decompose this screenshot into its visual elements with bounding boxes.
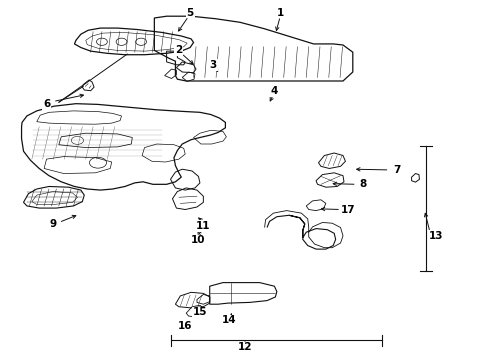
Text: 12: 12 xyxy=(238,342,252,352)
Text: 7: 7 xyxy=(393,165,401,175)
Text: 10: 10 xyxy=(191,235,206,246)
Text: 11: 11 xyxy=(196,221,211,231)
Text: 6: 6 xyxy=(43,99,50,109)
Text: 17: 17 xyxy=(341,204,355,215)
Text: 9: 9 xyxy=(49,219,56,229)
Text: 1: 1 xyxy=(277,8,284,18)
Text: 4: 4 xyxy=(270,86,278,96)
Text: 5: 5 xyxy=(187,8,194,18)
Text: 15: 15 xyxy=(193,307,207,318)
Text: 3: 3 xyxy=(210,60,217,70)
Text: 16: 16 xyxy=(178,321,193,331)
Text: 2: 2 xyxy=(175,45,182,55)
Text: 14: 14 xyxy=(222,315,237,325)
Text: 8: 8 xyxy=(359,179,366,189)
Text: 13: 13 xyxy=(429,231,443,241)
